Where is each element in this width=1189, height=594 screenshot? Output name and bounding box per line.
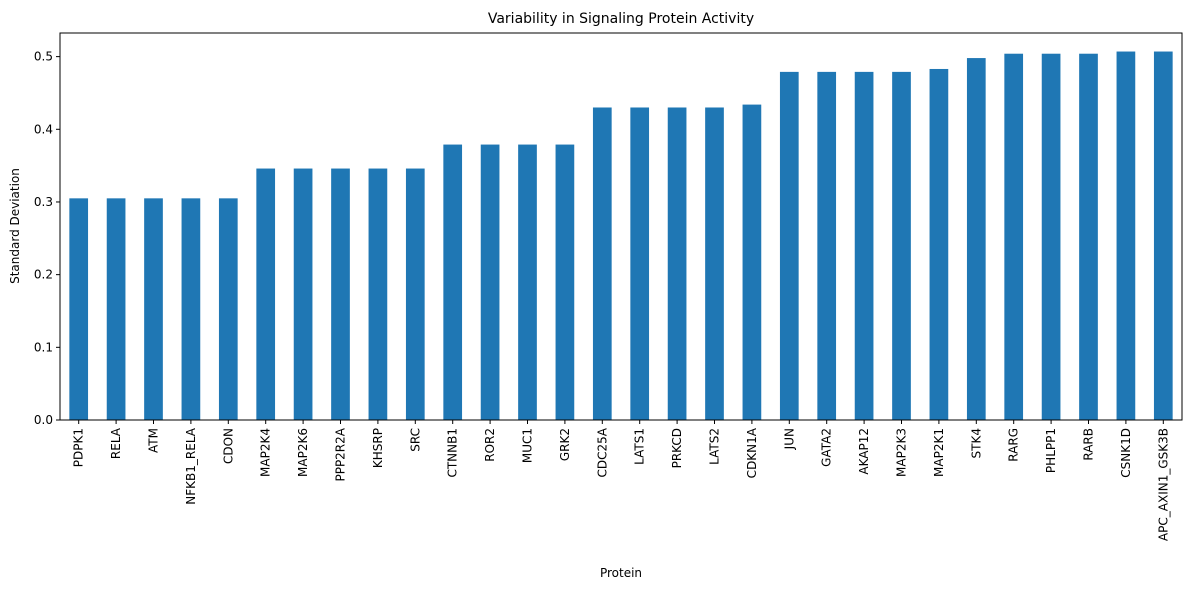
bar-csnk1d xyxy=(1116,51,1136,420)
bar-gata2 xyxy=(817,71,837,420)
x-tick-label: AKAP12 xyxy=(857,428,871,475)
x-tick-label: MAP2K6 xyxy=(296,428,310,477)
bar-ctnnb1 xyxy=(443,144,463,420)
y-tick-label: 0.0 xyxy=(34,413,53,427)
y-tick-label: 0.1 xyxy=(34,340,53,354)
bar-lats2 xyxy=(705,107,724,421)
y-tick-label: 0.2 xyxy=(34,268,53,282)
bar-prkcd xyxy=(667,107,687,421)
bar-apc-axin1-gsk3b xyxy=(1153,51,1173,420)
x-axis: PDPK1 RELA ATM NFKB1_RELA CDON MAP2K4 MAP2K6 PP… xyxy=(72,420,1170,541)
bar-stk4 xyxy=(966,58,986,420)
bar-ror2 xyxy=(480,144,500,420)
x-tick-label: RARB xyxy=(1082,428,1096,461)
bar-jun xyxy=(779,71,799,420)
bar-rarg xyxy=(1004,53,1024,421)
bar-rarb xyxy=(1079,53,1098,421)
bar-ppp2r2a xyxy=(331,168,350,420)
x-tick-label: PDPK1 xyxy=(72,428,86,467)
y-tick-label: 0.5 xyxy=(34,50,53,64)
bar-pdpk1 xyxy=(69,198,89,420)
y-tick-label: 0.3 xyxy=(34,195,53,209)
bar-atm xyxy=(144,198,163,420)
x-tick-label: CDKN1A xyxy=(745,427,759,478)
y-axis-label: Standard Deviation xyxy=(8,168,22,284)
bar-muc1 xyxy=(518,144,537,420)
plot-frame xyxy=(59,32,1183,421)
x-tick-label: PRKCD xyxy=(670,428,684,468)
x-tick-label: LATS1 xyxy=(633,428,647,465)
bar-map2k1 xyxy=(929,68,949,420)
x-tick-label: PPP2R2A xyxy=(334,427,348,481)
x-tick-label: ATM xyxy=(147,428,161,453)
x-tick-label: ROR2 xyxy=(483,428,497,462)
x-tick-label: JUN xyxy=(782,428,796,450)
bar-map2k6 xyxy=(293,168,313,420)
x-tick-label: GATA2 xyxy=(820,428,834,467)
x-axis-label: Protein xyxy=(600,566,642,580)
bar-akap12 xyxy=(854,71,874,420)
bar-grk2 xyxy=(555,144,575,420)
x-tick-label: PHLPP1 xyxy=(1044,428,1058,473)
x-tick-label: KHSRP xyxy=(371,428,385,468)
y-axis: 0.0 0.1 0.2 0.3 0.4 0.5 xyxy=(34,50,60,427)
x-tick-label: RARG xyxy=(1007,428,1021,462)
plot-area xyxy=(69,51,1173,421)
y-tick-label: 0.4 xyxy=(34,122,53,136)
x-tick-label: SRC xyxy=(408,428,422,452)
x-tick-label: LATS2 xyxy=(708,428,722,465)
x-tick-label: CDON xyxy=(221,428,235,464)
bar-lats1 xyxy=(630,107,650,421)
x-tick-label: MAP2K1 xyxy=(932,428,946,477)
bar-map2k3 xyxy=(892,71,911,420)
x-tick-label: CDC25A xyxy=(595,427,609,477)
x-tick-label: MAP2K3 xyxy=(895,428,909,477)
x-tick-label: RELA xyxy=(109,427,123,459)
bar-nfkb1-rela xyxy=(181,198,201,420)
bar-rela xyxy=(106,198,126,420)
x-tick-label: APC_AXIN1_GSK3B xyxy=(1156,428,1170,541)
chart-title: Variability in Signaling Protein Activit… xyxy=(488,11,754,27)
x-tick-label: GRK2 xyxy=(558,428,572,461)
x-tick-label: MAP2K4 xyxy=(259,428,273,477)
bar-phlpp1 xyxy=(1041,53,1061,421)
bar-map2k4 xyxy=(256,168,276,420)
bar-khsrp xyxy=(368,168,388,420)
x-tick-label: CTNNB1 xyxy=(446,428,460,478)
bar-cdc25a xyxy=(592,107,612,421)
bar-src xyxy=(405,168,425,420)
x-tick-label: NFKB1_RELA xyxy=(184,427,198,504)
x-tick-label: CSNK1D xyxy=(1119,428,1133,478)
bar-cdkn1a xyxy=(742,104,762,420)
bar-cdon xyxy=(218,198,238,420)
x-tick-label: STK4 xyxy=(969,428,983,458)
x-tick-label: MUC1 xyxy=(521,428,535,463)
